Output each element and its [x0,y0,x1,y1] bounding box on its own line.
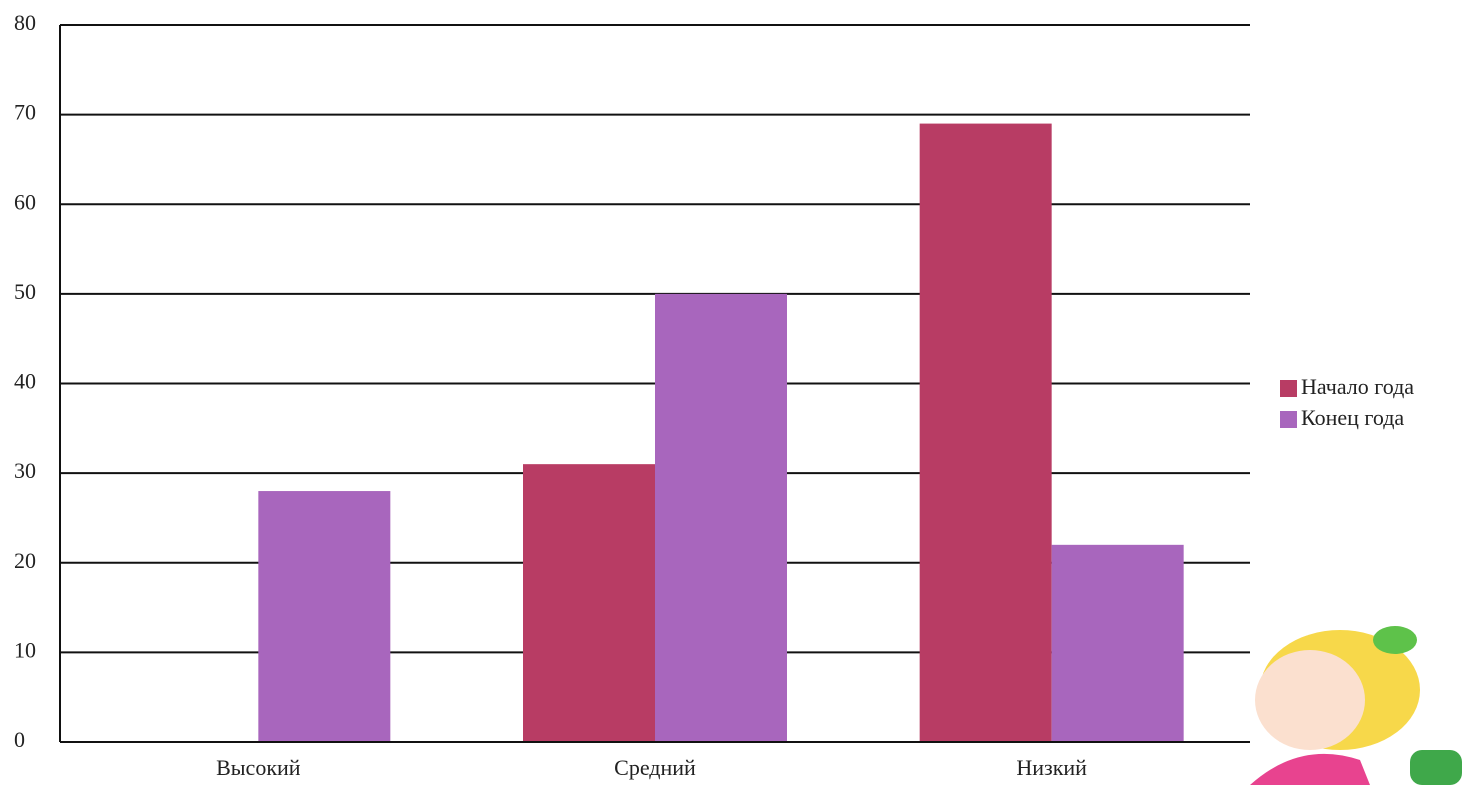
x-tick-label: Средний [614,755,696,780]
y-tick-label: 80 [14,10,36,35]
bar [523,464,655,742]
legend-swatch [1280,411,1297,428]
bar [919,123,1052,742]
legend-swatch [1280,380,1297,397]
x-tick-label: Низкий [1016,755,1087,780]
y-tick-label: 40 [14,369,36,394]
bar [1051,544,1184,742]
y-tick-label: 60 [14,189,36,214]
y-tick-label: 0 [14,727,25,752]
legend-label: Начало года [1301,374,1414,399]
y-tick-label: 50 [14,279,36,304]
y-tick-label: 10 [14,637,36,662]
bar [655,293,787,742]
decoration [1250,626,1462,785]
y-tick-label: 20 [14,548,36,573]
bar [258,491,391,742]
x-tick-label: Высокий [216,755,301,780]
y-tick-label: 70 [14,100,36,125]
y-tick-label: 30 [14,458,36,483]
legend-label: Конец года [1301,405,1404,430]
